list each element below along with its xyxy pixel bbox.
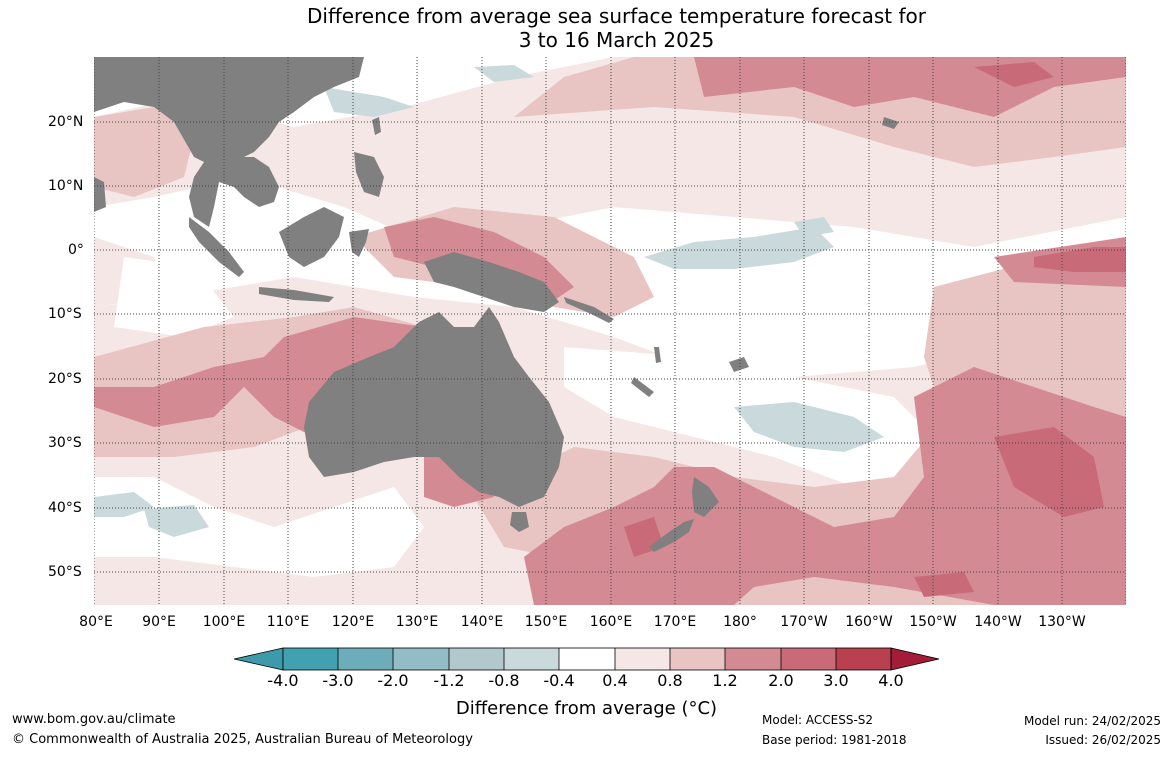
- new-caledonia: [631, 377, 654, 397]
- colorbar-bin-5: [504, 648, 559, 670]
- colorbar-bin-2: [338, 648, 393, 670]
- colorbar-bin-9: [725, 648, 781, 670]
- model-run-date: Model run: 24/02/2025: [1023, 714, 1161, 728]
- colorbar-tick-9: 2.0: [768, 671, 794, 690]
- sulawesi: [349, 229, 369, 257]
- lon-label-90e: 90°E: [142, 614, 176, 630]
- colorbar-bin-4: [449, 648, 504, 670]
- lon-label-170e: 170°E: [653, 614, 697, 630]
- colorbar-tick-6: 0.4: [602, 671, 628, 690]
- lon-label-140w: 140°W: [974, 614, 1022, 630]
- asia-mainland: [94, 57, 364, 167]
- lat-label-10s: 10°S: [48, 306, 82, 322]
- colorbar-tick-5: -0.4: [543, 671, 575, 690]
- lat-label-10n: 10°N: [48, 178, 84, 194]
- lon-label-160e: 160°E: [589, 614, 633, 630]
- graticule: [94, 57, 1126, 605]
- colorbar-tick-2: -2.0: [377, 671, 409, 690]
- colorbar-outline: [282, 647, 892, 671]
- colorbar-title: Difference from average (°C): [455, 698, 718, 719]
- model-name: Model: ACCESS-S2: [762, 713, 874, 727]
- website-link[interactable]: www.bom.gov.au/climate: [12, 712, 176, 727]
- colorbar-bin-10: [781, 648, 836, 670]
- colorbar-bin-6: [559, 648, 615, 670]
- lat-label-40s: 40°S: [48, 500, 82, 516]
- fiji: [729, 357, 749, 372]
- colorbar-bin-11: [836, 648, 891, 670]
- colorbar-tick-10: 3.0: [823, 671, 849, 690]
- lon-label-120e: 120°E: [331, 614, 375, 630]
- colorbar-bin-8: [670, 648, 725, 670]
- colorbar: [234, 647, 939, 671]
- new-zealand-south: [649, 519, 694, 552]
- lon-label-140e: 140°E: [460, 614, 504, 630]
- taiwan: [372, 117, 381, 135]
- colorbar-extend-low: [234, 647, 284, 671]
- issued-date: Issued: 26/02/2025: [1045, 733, 1161, 747]
- map-title: Difference from average sea surface temp…: [0, 4, 1173, 52]
- lon-label-150e: 150°E: [524, 614, 568, 630]
- lat-label-20n: 20°N: [48, 114, 84, 130]
- colorbar-bin-7: [615, 648, 670, 670]
- borneo: [279, 207, 344, 267]
- solomon-islands: [564, 297, 614, 323]
- colorbar-tick-3: -1.2: [433, 671, 465, 690]
- vanuatu: [654, 347, 661, 363]
- lat-label-50s: 50°S: [48, 564, 82, 580]
- australia: [304, 307, 564, 507]
- land: [94, 57, 899, 552]
- hawaii: [882, 117, 899, 129]
- sst-anomaly-map: [94, 57, 1126, 605]
- title-line-1: Difference from average sea surface temp…: [306, 4, 926, 28]
- colorbar-extend-high: [890, 647, 939, 671]
- lon-label-170w: 170°W: [780, 614, 828, 630]
- colorbar-tick-1: -3.0: [322, 671, 354, 690]
- lat-label-30s: 30°S: [48, 435, 82, 451]
- lon-label-100e: 100°E: [202, 614, 246, 630]
- colorbar-tick-0: -4.0: [267, 671, 299, 690]
- lat-label-0: 0°: [68, 242, 84, 258]
- base-period: Base period: 1981-2018: [762, 733, 907, 747]
- lon-label-150w: 150°W: [909, 614, 957, 630]
- new-zealand-north: [692, 477, 719, 517]
- lon-label-80e: 80°E: [79, 614, 113, 630]
- lon-label-130e: 130°E: [395, 614, 439, 630]
- tasmania: [510, 512, 529, 532]
- colorbar-bin-1: [283, 648, 338, 670]
- colorbar-tick-7: 0.8: [657, 671, 683, 690]
- colorbar-tick-4: -0.8: [488, 671, 520, 690]
- anomaly-2.0-3.0: [624, 62, 1126, 597]
- copyright-text: © Commonwealth of Australia 2025, Austra…: [12, 732, 473, 747]
- colorbar-tick-8: 1.2: [712, 671, 738, 690]
- lon-label-160w: 160°W: [845, 614, 893, 630]
- anomaly-cool: [94, 65, 884, 537]
- colorbar-tick-11: 4.0: [878, 671, 904, 690]
- lon-label-180: 180°: [723, 614, 757, 630]
- indochina: [189, 157, 279, 227]
- title-line-2: 3 to 16 March 2025: [518, 28, 715, 52]
- lon-label-110e: 110°E: [266, 614, 310, 630]
- lat-label-20s: 20°S: [48, 371, 82, 387]
- java: [259, 287, 334, 302]
- new-guinea: [424, 252, 559, 312]
- colorbar-bin-3: [393, 648, 449, 670]
- sumatra: [189, 217, 244, 277]
- lon-label-130w: 130°W: [1038, 614, 1086, 630]
